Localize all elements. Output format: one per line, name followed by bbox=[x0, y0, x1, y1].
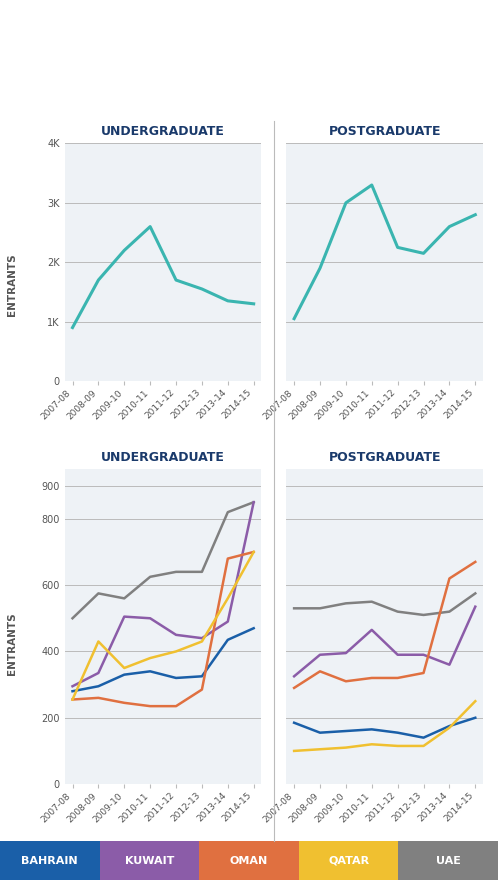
Text: QATAR: QATAR bbox=[328, 855, 369, 866]
Title: UNDERGRADUATE: UNDERGRADUATE bbox=[101, 451, 225, 464]
Text: ENTRANTS: ENTRANTS bbox=[7, 612, 17, 676]
Title: POSTGRADUATE: POSTGRADUATE bbox=[329, 451, 441, 464]
Text: KUWAIT: KUWAIT bbox=[124, 855, 174, 866]
Bar bbox=[199, 841, 299, 880]
Bar bbox=[398, 841, 498, 880]
Text: ENTRANTS: ENTRANTS bbox=[7, 253, 17, 316]
Text: OMAN: OMAN bbox=[230, 855, 268, 866]
Bar bbox=[0, 841, 100, 880]
Bar bbox=[299, 841, 398, 880]
Text: SAUDI ARABIA: SAUDI ARABIA bbox=[12, 98, 124, 112]
Text: BAHRAIN: BAHRAIN bbox=[21, 855, 78, 866]
Title: POSTGRADUATE: POSTGRADUATE bbox=[329, 125, 441, 138]
Title: UNDERGRADUATE: UNDERGRADUATE bbox=[101, 125, 225, 138]
Text: UAE: UAE bbox=[436, 855, 461, 866]
Bar bbox=[100, 841, 199, 880]
